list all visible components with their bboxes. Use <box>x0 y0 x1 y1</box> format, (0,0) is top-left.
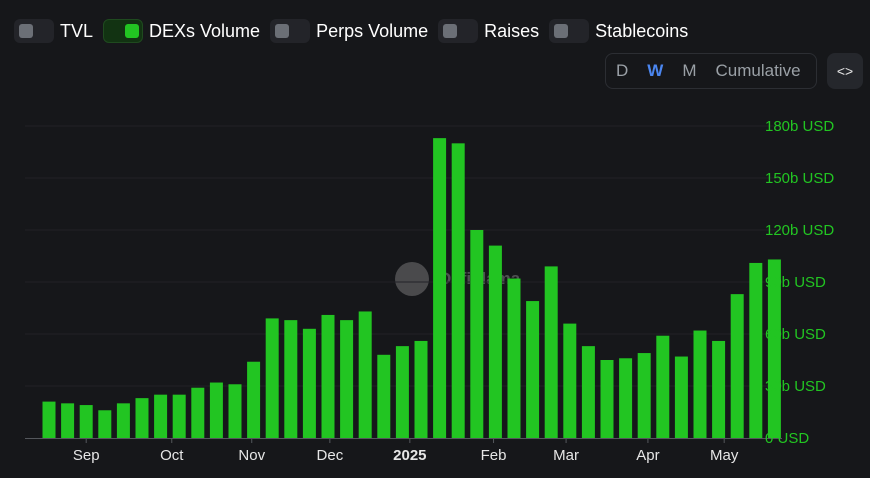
y-tick-label: 90b USD <box>765 274 826 291</box>
bar <box>79 405 93 438</box>
x-tick-label: May <box>710 447 739 464</box>
bar <box>581 346 595 438</box>
code-icon: <> <box>836 63 854 79</box>
bar <box>674 356 688 438</box>
bar <box>600 360 614 438</box>
y-tick-label: 0 USD <box>765 430 809 447</box>
x-tick-label: 2025 <box>393 447 426 464</box>
switch-icon <box>549 19 590 43</box>
bar <box>209 382 223 438</box>
switch-icon <box>14 19 54 43</box>
bar <box>135 398 149 438</box>
y-tick-label: 60b USD <box>765 326 826 343</box>
bar <box>321 314 335 438</box>
toggle-stablecoins[interactable]: Stablecoins <box>549 19 688 43</box>
period-selector: D W M Cumulative <box>605 53 817 89</box>
embed-code-button[interactable]: <> <box>827 53 863 89</box>
bar <box>507 278 521 438</box>
toggle-label: Stablecoins <box>595 20 689 41</box>
bar <box>637 353 651 438</box>
x-tick-label: Sep <box>73 447 100 464</box>
toggle-label: DEXs Volume <box>149 20 261 41</box>
toggle-perps-volume[interactable]: Perps Volume <box>270 19 428 43</box>
bar <box>116 403 130 438</box>
x-tick-label: Nov <box>238 447 265 464</box>
toggle-dexs-volume[interactable]: DEXs Volume <box>103 19 260 43</box>
bar <box>712 340 726 438</box>
bar <box>284 320 298 438</box>
bar <box>172 394 186 438</box>
x-tick-label: Apr <box>636 447 659 464</box>
y-tick-label: 30b USD <box>765 378 826 395</box>
bar <box>228 384 242 438</box>
toggle-label: Perps Volume <box>316 20 429 41</box>
switch-icon <box>103 19 144 43</box>
period-daily[interactable]: D <box>616 61 629 80</box>
bar <box>488 245 502 438</box>
bar <box>749 262 763 438</box>
switch-icon <box>270 19 311 43</box>
bar <box>265 318 279 438</box>
bar <box>544 266 558 438</box>
toggle-raises[interactable]: Raises <box>438 19 539 43</box>
y-tick-label: 150b USD <box>765 170 834 187</box>
bar <box>656 335 670 438</box>
bar <box>42 401 56 438</box>
bar <box>154 394 168 438</box>
period-weekly[interactable]: W <box>647 61 664 80</box>
llama-logo-icon <box>395 262 429 296</box>
switch-icon <box>438 19 479 43</box>
bar <box>247 361 261 438</box>
bar <box>414 340 428 438</box>
x-tick-label: Mar <box>553 447 579 464</box>
bar <box>451 143 465 439</box>
toggle-label: TVL <box>60 20 94 41</box>
bar <box>61 403 75 438</box>
bar <box>693 330 707 438</box>
bar <box>470 230 484 438</box>
bar <box>302 328 316 438</box>
bar <box>730 294 744 438</box>
bar <box>395 346 409 438</box>
bar <box>340 320 354 438</box>
period-cumulative[interactable]: Cumulative <box>715 61 801 80</box>
bar <box>358 311 372 438</box>
bar <box>191 387 205 438</box>
bar <box>619 358 633 438</box>
chart-toggle-bar: TVL DEXs Volume Perps Volume Raises Stab… <box>14 19 698 43</box>
bar <box>526 301 540 438</box>
toggle-tvl[interactable]: TVL <box>14 19 93 43</box>
period-monthly[interactable]: M <box>682 61 697 80</box>
bar <box>98 410 112 438</box>
bar <box>433 138 447 438</box>
bar <box>767 259 781 438</box>
y-tick-label: 180b USD <box>765 118 834 135</box>
bar <box>563 323 577 438</box>
toggle-label: Raises <box>484 20 540 41</box>
bar <box>377 354 391 438</box>
x-tick-label: Feb <box>481 447 507 464</box>
x-tick-label: Oct <box>160 447 184 464</box>
y-tick-label: 120b USD <box>765 222 834 239</box>
x-tick-label: Dec <box>317 447 344 464</box>
